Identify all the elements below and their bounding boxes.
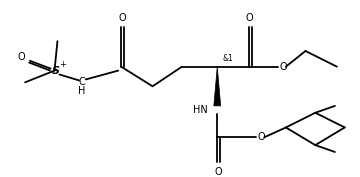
Polygon shape — [214, 67, 221, 106]
Text: O: O — [246, 13, 253, 23]
Text: O: O — [215, 167, 222, 177]
Text: HN: HN — [193, 105, 207, 115]
Text: +: + — [59, 60, 66, 69]
Text: H: H — [78, 86, 86, 96]
Text: O: O — [279, 62, 287, 72]
Text: O: O — [257, 132, 265, 142]
Text: O: O — [17, 52, 25, 62]
Text: C: C — [78, 77, 85, 87]
Text: &1: &1 — [222, 54, 233, 63]
Text: S: S — [51, 66, 59, 76]
Text: O: O — [118, 13, 126, 23]
